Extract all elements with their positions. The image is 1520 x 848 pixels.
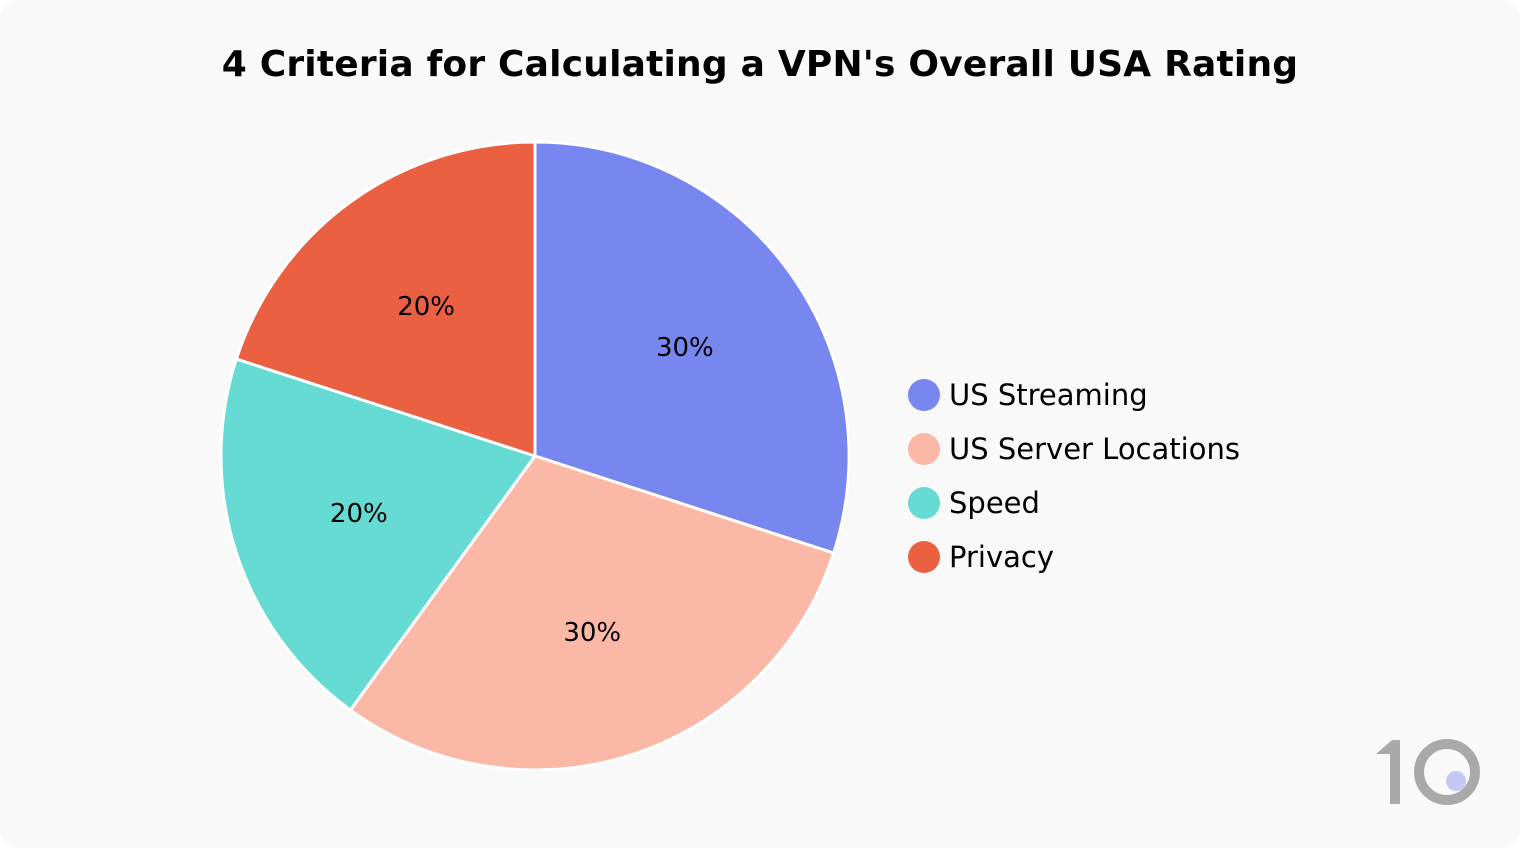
- legend-swatch: [908, 541, 940, 573]
- data-label: 30%: [656, 333, 714, 363]
- pie-slice-us-server-locations: [348, 454, 836, 772]
- legend-label: US Server Locations: [949, 432, 1240, 466]
- legend-item: Privacy: [908, 530, 1240, 584]
- chart-title: 4 Criteria for Calculating a VPN's Overa…: [221, 44, 1299, 85]
- legend: US Streaming US Server Locations Speed Priv…: [908, 368, 1240, 584]
- pie-slice-us-streaming: [533, 140, 851, 555]
- data-label: 20%: [397, 292, 455, 322]
- legend-item: Speed: [908, 476, 1240, 530]
- legend-label: Privacy: [949, 540, 1054, 574]
- legend-item: US Server Locations: [908, 422, 1240, 476]
- brand-logo: [1376, 739, 1480, 805]
- pie-slice-speed: [219, 357, 538, 713]
- legend-item: US Streaming: [908, 368, 1240, 422]
- data-label: 20%: [330, 499, 388, 529]
- legend-swatch: [908, 487, 940, 519]
- data-label: 30%: [563, 618, 621, 648]
- legend-swatch: [908, 379, 940, 411]
- legend-swatch: [908, 433, 940, 465]
- pie-slice-privacy: [234, 140, 537, 459]
- legend-label: Speed: [949, 486, 1040, 520]
- legend-label: US Streaming: [949, 378, 1148, 412]
